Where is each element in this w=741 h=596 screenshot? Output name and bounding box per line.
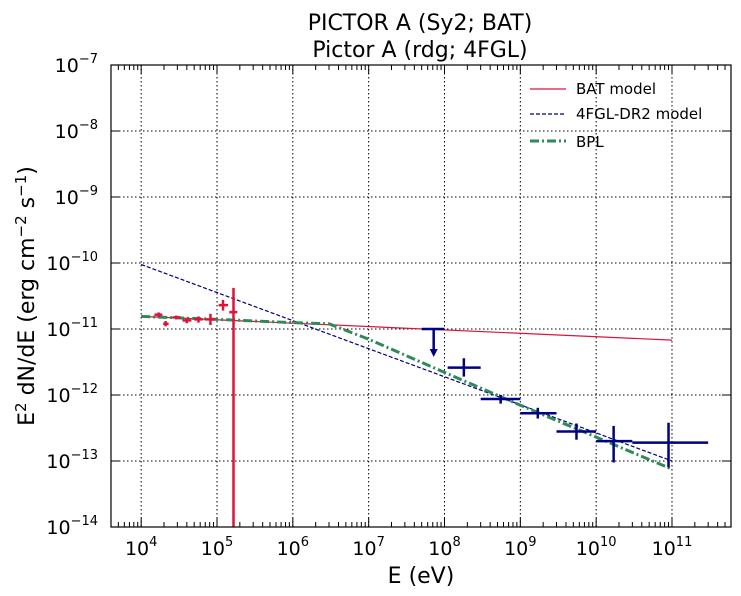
y-axis-label: E2 dN/dE (erg cm−2 s−1) [12, 166, 40, 426]
x-axis-label: E (eV) [388, 564, 455, 589]
legend-label-4fgl: 4FGL-DR2 model [576, 105, 702, 123]
bat-data-point [163, 321, 169, 327]
bat-data-point [229, 287, 238, 527]
y-tick-label: 10−13 [46, 448, 98, 473]
lat-data-point [520, 407, 557, 419]
x-tick-label: 107 [352, 535, 384, 560]
x-tick-label: 104 [125, 535, 157, 560]
bat-data-point [194, 316, 203, 323]
lat-data-point [596, 425, 633, 463]
legend-label-bpl: BPL [576, 133, 604, 151]
chart-title-line2: Pictor A (rdg; 4FGL) [312, 38, 527, 63]
x-tick-label: 109 [504, 535, 536, 560]
legend-label-bat: BAT model [576, 80, 656, 98]
grid-lines [111, 64, 731, 528]
y-tick-label: 10−8 [55, 118, 98, 143]
legend: BAT model 4FGL-DR2 model BPL [530, 80, 702, 151]
model-line-bpl [141, 314, 673, 471]
y-tick-label: 10−12 [46, 382, 98, 407]
x-tick-label: 1010 [576, 535, 617, 560]
lat-data-point [632, 422, 709, 468]
x-tick-label: 105 [201, 535, 233, 560]
x-tick-label: 106 [277, 535, 309, 560]
tick-labels: 104 105 106 107 108 109 1010 1011 10−14 10−13 10−1… [46, 52, 692, 560]
model-line-bat-model [141, 315, 673, 341]
chart-title-line1: PICTOR A (Sy2; BAT) [308, 11, 533, 36]
bat-data-point [172, 315, 181, 320]
lat-data-point [556, 423, 597, 440]
y-tick-label: 10−11 [46, 316, 98, 341]
y-tick-label: 10−7 [55, 52, 98, 77]
bat-data-point [154, 312, 163, 317]
lat-data-point [447, 358, 481, 377]
y-tick-label: 10−14 [46, 514, 98, 539]
axis-ticks [110, 64, 732, 528]
lat-data-point [480, 395, 521, 404]
model-line-4fgl-dr2-model [140, 263, 673, 462]
bat-data-point [218, 300, 229, 311]
upper-limit-arrowhead [429, 349, 438, 357]
lat-upper-limit [421, 327, 445, 357]
x-tick-label: 1011 [652, 535, 693, 560]
bat-data-point [205, 313, 216, 325]
data-series [140, 263, 709, 527]
y-tick-label: 10−10 [46, 250, 98, 275]
x-tick-label: 108 [428, 535, 460, 560]
plot-frame [110, 64, 732, 528]
bat-data-point [182, 317, 192, 324]
y-tick-label: 10−9 [55, 184, 98, 209]
